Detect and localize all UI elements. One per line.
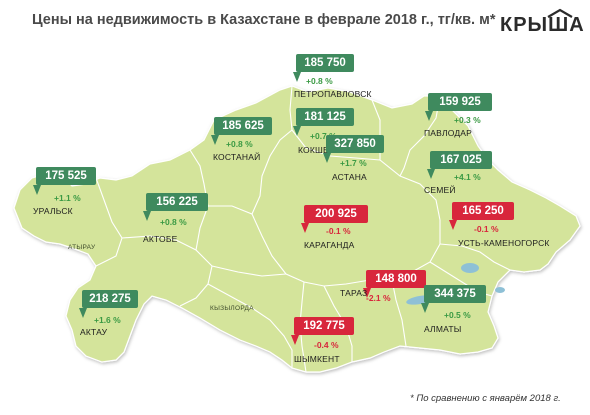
- city-name: КОКШЕТАУ: [298, 145, 346, 155]
- city-name: КОСТАНАЙ: [213, 152, 261, 162]
- price-change: +0.3 %: [454, 115, 481, 125]
- city-name: СЕМЕЙ: [424, 185, 456, 195]
- price-badge: 218 275: [82, 290, 138, 308]
- price-badge: 185 625: [214, 117, 272, 135]
- map-pin-icon: [363, 288, 371, 298]
- price-change: +0.7 %: [310, 131, 337, 141]
- map-pin-icon: [143, 211, 151, 221]
- price-change: +0.8 %: [160, 217, 187, 227]
- map-pin-icon: [425, 111, 433, 121]
- price-change: +1.6 %: [94, 315, 121, 325]
- map-pin-icon: [293, 126, 301, 136]
- map-pin-icon: [301, 223, 309, 233]
- price-change: -2.1 %: [366, 293, 391, 303]
- lake-alakol: [495, 287, 505, 293]
- price-badge: 165 250: [452, 202, 514, 220]
- region-label-atyrau: АТЫРАУ: [68, 244, 96, 251]
- map-pin-icon: [293, 72, 301, 82]
- price-badge: 344 375: [424, 285, 486, 303]
- price-badge: 185 750: [296, 54, 354, 72]
- price-change: -0.4 %: [314, 340, 339, 350]
- city-name: УРАЛЬСК: [33, 206, 73, 216]
- map-pin-icon: [323, 153, 331, 163]
- city-name: ШЫМКЕНТ: [294, 354, 340, 364]
- map-pin-icon: [421, 303, 429, 313]
- price-badge: 181 125: [296, 108, 354, 126]
- price-badge: 148 800: [366, 270, 426, 288]
- lake-zaysan: [461, 263, 479, 273]
- price-change: +0.5 %: [444, 310, 471, 320]
- price-badge: 167 025: [430, 151, 492, 169]
- price-badge: 156 225: [146, 193, 208, 211]
- page-title: Цены на недвижимость в Казахстане в февр…: [32, 12, 496, 28]
- price-badge: 192 775: [294, 317, 354, 335]
- city-name: ПЕТРОПАВЛОВСК: [294, 89, 372, 99]
- price-change: +1.7 %: [340, 158, 367, 168]
- price-badge: 175 525: [36, 167, 96, 185]
- price-badge: 159 925: [428, 93, 492, 111]
- map-pin-icon: [427, 169, 435, 179]
- city-name: АКТАУ: [80, 327, 108, 337]
- city-name: УСТЬ-КАМЕНОГОРСК: [458, 238, 550, 248]
- price-badge: 200 925: [304, 205, 368, 223]
- map-pin-icon: [291, 335, 299, 345]
- city-name: АЛМАТЫ: [424, 324, 462, 334]
- price-change: +0.8 %: [306, 76, 333, 86]
- logo: КРЫША: [500, 8, 585, 38]
- city-name: КАРАГАНДА: [304, 240, 355, 250]
- map-pin-icon: [449, 220, 457, 230]
- price-change: +4.1 %: [454, 172, 481, 182]
- city-name: ПАВЛОДАР: [424, 128, 473, 138]
- map-pin-icon: [211, 135, 219, 145]
- logo-text: КРЫША: [500, 14, 585, 36]
- map-pin-icon: [79, 308, 87, 318]
- roof-icon: [547, 8, 573, 18]
- price-badge: 327 850: [326, 135, 384, 153]
- region-label-kyzylorda: КЫЗЫЛОРДА: [210, 305, 254, 312]
- map-pin-icon: [33, 185, 41, 195]
- price-change: -0.1 %: [474, 224, 499, 234]
- city-name: АКТОБЕ: [143, 234, 178, 244]
- city-name: АСТАНА: [332, 172, 367, 182]
- price-change: -0.1 %: [326, 226, 351, 236]
- footnote: * По сравнению с январём 2018 г.: [410, 393, 561, 404]
- price-change: +1.1 %: [54, 193, 81, 203]
- city-name: ТАРАЗ: [340, 288, 368, 298]
- price-change: +0.8 %: [226, 139, 253, 149]
